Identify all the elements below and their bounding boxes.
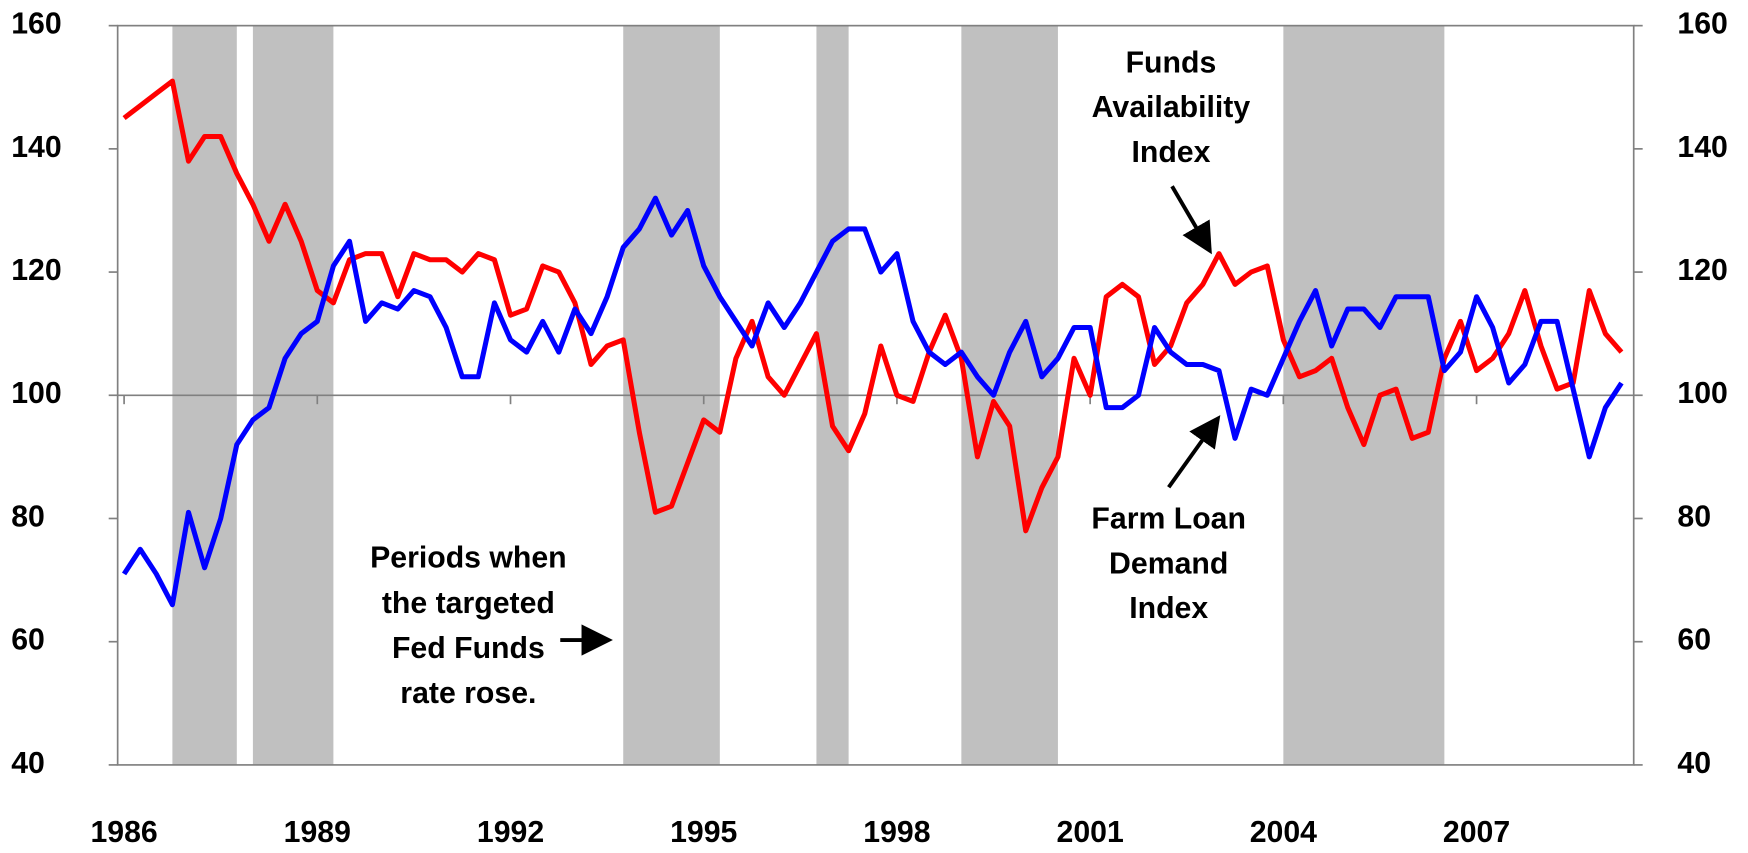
y2-tick-label: 120 <box>1677 254 1727 287</box>
x-tick-label: 1986 <box>90 816 157 849</box>
arrow <box>1167 415 1221 489</box>
annotation: the targeted <box>382 587 555 620</box>
arrow <box>1170 185 1212 255</box>
annotation: rate rose. <box>400 677 536 710</box>
x-tick-label: 1989 <box>284 816 351 849</box>
annotation: Funds <box>1126 47 1217 80</box>
y2-tick-label: 100 <box>1677 377 1727 410</box>
y-tick-label: 100 <box>11 377 61 410</box>
y2-tick-label: 40 <box>1677 747 1711 780</box>
x-tick-label: 2007 <box>1443 816 1510 849</box>
annotation: Demand <box>1109 547 1228 580</box>
y-tick-label: 60 <box>11 624 45 657</box>
y-tick-label: 140 <box>11 131 61 164</box>
y2-tick-label: 160 <box>1677 8 1727 41</box>
annotation: Index <box>1129 592 1208 625</box>
labels: 40 60 80 100 120 140 160 40 60 80 100 120 140 160 1986… <box>11 8 1728 849</box>
axes <box>108 24 1643 766</box>
x-tick-label: 2001 <box>1057 816 1124 849</box>
y-tick-label: 40 <box>11 747 45 780</box>
y-tick-label: 80 <box>11 501 45 534</box>
x-tick-label: 1995 <box>670 816 737 849</box>
y-tick-label: 120 <box>11 254 61 287</box>
series-line <box>121 195 1624 608</box>
x-tick-label: 1998 <box>863 816 930 849</box>
lines <box>121 78 1624 608</box>
annotation: Periods when <box>370 542 567 575</box>
annotation: Index <box>1131 136 1210 169</box>
y-tick-label: 160 <box>11 8 61 41</box>
series-line <box>122 78 1624 534</box>
annotation: Fed Funds <box>392 632 545 665</box>
annotation: Farm Loan <box>1091 503 1246 536</box>
annotation: Availability <box>1092 91 1251 124</box>
y2-tick-label: 60 <box>1677 624 1711 657</box>
x-tick-label: 2004 <box>1250 816 1317 849</box>
y2-tick-label: 80 <box>1677 501 1711 534</box>
y2-tick-label: 140 <box>1677 131 1727 164</box>
x-tick-label: 1992 <box>477 816 544 849</box>
